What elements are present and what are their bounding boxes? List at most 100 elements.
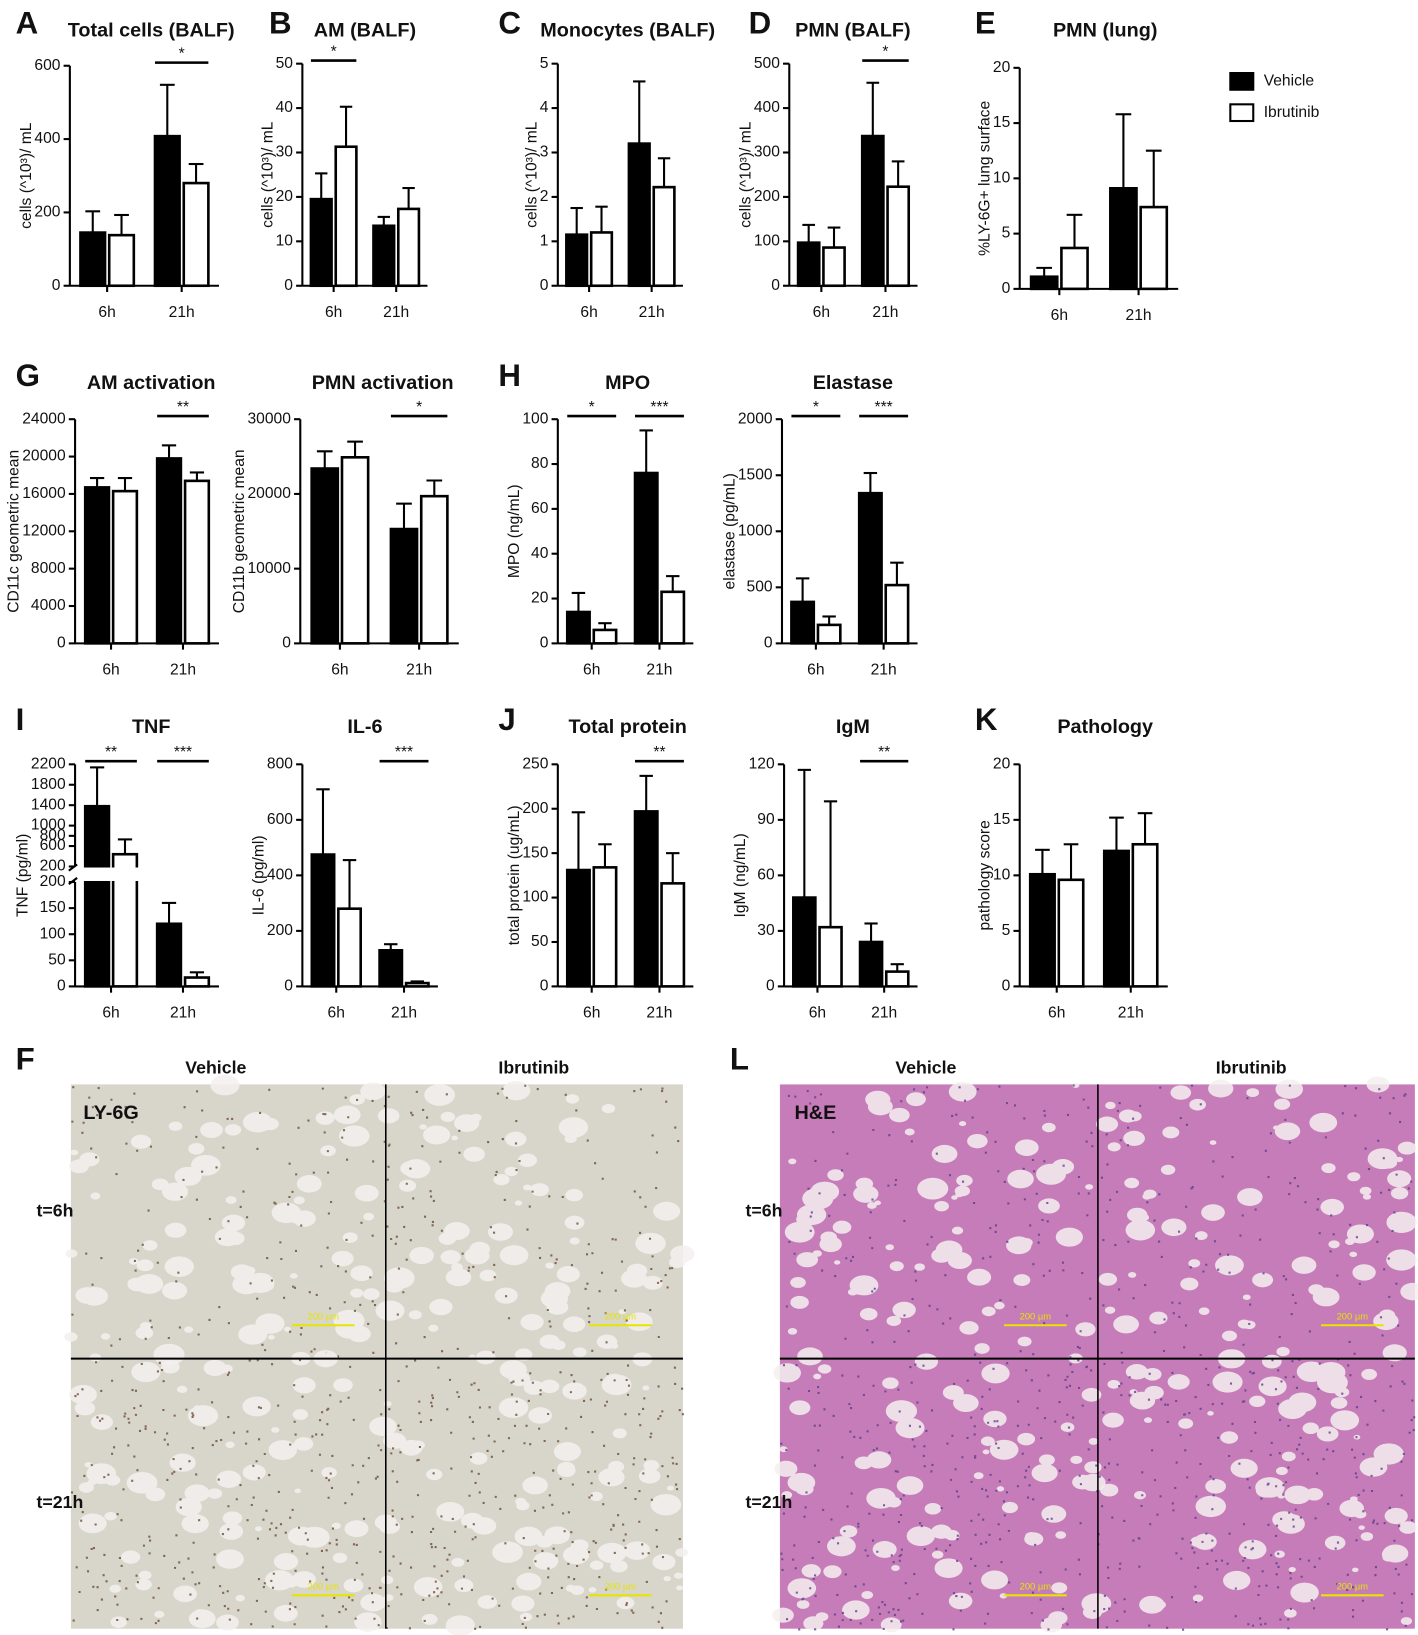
x-tick-label: 21h (871, 662, 897, 679)
significance-label: * (882, 43, 888, 60)
y-tick-label: 2000 (738, 410, 773, 427)
y-tick-label: 1500 (738, 466, 773, 483)
x-tick-label: 6h (807, 662, 824, 679)
column-label: Ibrutinib (498, 1057, 569, 1077)
chart-title: IL-6 (347, 716, 382, 738)
y-tick-label: 0 (764, 635, 773, 652)
bar (340, 456, 370, 645)
y-tick-label: 50 (276, 55, 294, 72)
y-tick-label: 100 (522, 889, 548, 906)
y-tick-label: 5 (540, 55, 549, 72)
y-tick-label: 10 (993, 169, 1011, 186)
bar (1029, 275, 1059, 291)
y-tick-label: 5 (1002, 922, 1011, 939)
bar (660, 882, 686, 988)
significance-label: * (813, 399, 819, 416)
axis-break (68, 877, 78, 885)
chart-title: Total cells (BALF) (68, 20, 235, 42)
significance-label: * (331, 43, 337, 60)
chart-title: MPO (605, 372, 650, 394)
panel-letter: J (498, 702, 515, 737)
y-tick-label: 2 (540, 188, 549, 205)
chart-title: TNF (132, 716, 170, 738)
bar (660, 590, 686, 645)
bar (652, 185, 676, 288)
y-axis-label: cells (^10³)/ mL (524, 121, 541, 228)
y-tick-label: 100 (522, 410, 548, 427)
y-tick-label: 1000 (31, 817, 66, 834)
bar (790, 600, 816, 645)
tissue-texture (386, 1084, 680, 1354)
y-tick-label: 1400 (31, 796, 66, 813)
y-tick-label: 1800 (31, 776, 66, 793)
bar (796, 241, 821, 288)
y-tick-label: 0 (284, 277, 293, 294)
y-tick-label: 300 (754, 144, 780, 161)
y-tick-label: 15 (993, 811, 1011, 828)
panel-letter: E (975, 5, 996, 40)
bar (372, 224, 396, 288)
y-tick-label: 12000 (22, 522, 66, 539)
y-tick-label: 0 (284, 978, 293, 995)
y-tick-label: 20000 (22, 448, 66, 465)
y-tick-label: 16000 (22, 485, 66, 502)
tissue-texture (64, 1075, 386, 1366)
y-tick-label: 200 (522, 800, 548, 817)
chart-title: Elastase (813, 372, 893, 394)
scale-bar-label: 200 µm (605, 1311, 637, 1321)
y-axis-label: CD11b geometric mean (231, 449, 248, 613)
tissue-texture (784, 1081, 1096, 1366)
y-tick-label: 600 (40, 837, 66, 854)
y-tick-label: 50 (531, 933, 549, 950)
bar (818, 925, 843, 988)
tissue-texture (69, 1350, 397, 1632)
bar (183, 479, 211, 645)
x-tick-label: 21h (871, 1005, 897, 1022)
bar (1028, 872, 1056, 988)
y-tick-label: 0 (282, 635, 291, 652)
bar (419, 494, 449, 645)
bar (860, 134, 885, 288)
y-axis-label: total protein (ug/mL) (506, 805, 523, 945)
significance-label: *** (650, 399, 668, 416)
x-tick-label: 6h (325, 304, 342, 321)
y-tick-label: 500 (754, 55, 780, 72)
bar (627, 142, 651, 288)
y-tick-label: 1 (540, 232, 549, 249)
y-tick-label: 20 (993, 59, 1011, 76)
row-label: t=21h (36, 1492, 83, 1512)
bar (592, 628, 618, 645)
significance-label: *** (875, 399, 893, 416)
bar (792, 896, 817, 988)
legend-swatch (1229, 103, 1255, 123)
y-tick-label: 20 (276, 188, 294, 205)
scale-bar-label: 200 µm (307, 1311, 339, 1321)
bar (378, 949, 404, 988)
x-tick-label: 6h (813, 304, 830, 321)
bar (1109, 187, 1138, 291)
bar (886, 185, 911, 288)
y-tick-label: 60 (531, 500, 549, 517)
x-tick-label: 21h (639, 304, 665, 321)
y-tick-label: 20 (531, 590, 549, 607)
y-axis-label: CD11c geometric mean (6, 450, 23, 613)
chart-title: AM activation (87, 372, 216, 394)
scale-bar-label: 200 µm (1020, 1581, 1052, 1591)
bar (334, 145, 358, 288)
y-tick-label: 4 (540, 99, 549, 116)
chart-title: Monocytes (BALF) (540, 20, 715, 42)
bar (79, 231, 107, 288)
chart-title: PMN activation (312, 372, 454, 394)
tissue-texture (1100, 1349, 1417, 1626)
y-axis-label: cells (^10³)/ mL (737, 121, 754, 228)
y-tick-label: 800 (267, 755, 293, 772)
scale-bar-label: 200 µm (307, 1581, 339, 1591)
panel-letter: B (269, 5, 292, 40)
y-axis-label: elastase (pg/mL) (721, 473, 738, 589)
panel-letter: F (16, 1042, 35, 1077)
bar (1057, 878, 1085, 988)
chart-title: IgM (836, 716, 870, 738)
y-tick-label: 400 (34, 130, 60, 147)
x-tick-label: 6h (331, 662, 348, 679)
